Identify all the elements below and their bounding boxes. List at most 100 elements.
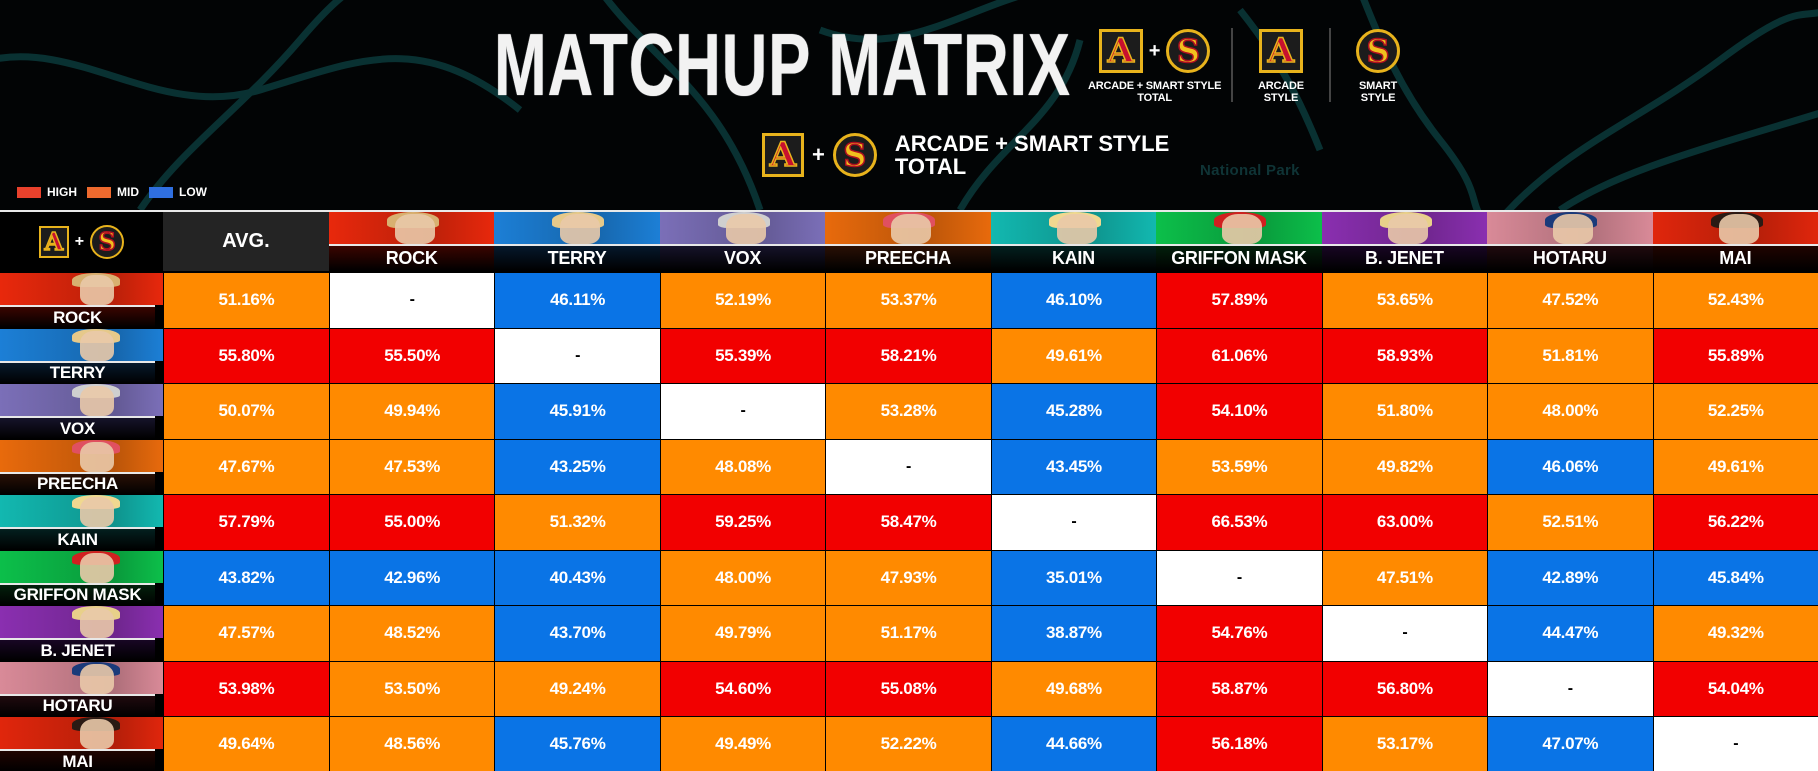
avg-column-header: AVG.: [162, 212, 329, 271]
matchup-cell: 51.80%: [1321, 384, 1488, 440]
matchup-cell: 48.00%: [1487, 384, 1653, 440]
smart-style-icon: S: [1166, 29, 1211, 73]
matchup-cell: 38.87%: [990, 606, 1157, 662]
avg-cell: 50.07%: [162, 384, 329, 440]
tier-legend-high: HIGH: [17, 185, 77, 199]
matchup-cell: 46.11%: [494, 273, 660, 329]
divider: [0, 693, 155, 696]
divider: [494, 244, 660, 246]
matchup-cell: -: [1652, 717, 1818, 771]
portrait-face-shape: [80, 497, 114, 527]
column-header-mai: MAI: [1652, 212, 1818, 271]
mid-swatch-icon: [87, 186, 111, 198]
matchup-cell: 56.80%: [1321, 661, 1488, 717]
matchup-cell: 55.08%: [825, 661, 991, 717]
matchup-cell: 49.79%: [659, 606, 826, 662]
divider: [0, 582, 155, 585]
divider: [1156, 244, 1322, 246]
column-header-label: MAI: [1652, 246, 1818, 271]
character-portrait: [990, 212, 1157, 244]
matchup-cell: 49.61%: [1652, 439, 1818, 495]
matchup-cell: 54.60%: [659, 661, 826, 717]
portrait-face-shape: [80, 441, 114, 472]
row-header-rock: ROCK: [0, 273, 163, 329]
style-option-total[interactable]: A + S ARCADE + SMART STYLE TOTAL: [1088, 28, 1221, 104]
matchup-cell: 48.52%: [328, 606, 495, 662]
tier-label: MID: [117, 185, 139, 199]
avg-cell: 57.79%: [162, 495, 329, 551]
matchup-cell: 43.25%: [494, 439, 660, 495]
column-header-preecha: PREECHA: [825, 212, 991, 271]
matchup-cell: 56.18%: [1156, 717, 1322, 771]
character-portrait: [0, 273, 163, 305]
avg-cell: 53.98%: [162, 661, 329, 717]
matchup-cell: 58.93%: [1321, 328, 1488, 384]
plus-icon: +: [74, 232, 85, 250]
style-option-smart[interactable]: S SMART STYLE: [1356, 28, 1400, 104]
row-header-label: TERRY: [0, 362, 155, 384]
table-row: PREECHA 47.67% 47.53% 43.25% 48.08% -43.45% 53…: [0, 439, 1818, 495]
matchup-cell: 66.53%: [1156, 495, 1322, 551]
matchup-cell: 55.89%: [1652, 328, 1818, 384]
matchup-cell: 63.00%: [1321, 495, 1488, 551]
matchup-cell: 56.22%: [1652, 495, 1818, 551]
matchup-cell: -: [990, 495, 1157, 551]
matchup-cell: 42.96%: [328, 550, 495, 606]
matchup-cell: 54.10%: [1156, 384, 1322, 440]
table-row: GRIFFON MASK 43.82% 42.96% 40.43% 48.00% 47.9…: [0, 550, 1818, 606]
portrait-face-shape: [1222, 214, 1263, 244]
character-portrait: [0, 717, 163, 749]
plus-icon: +: [1148, 39, 1161, 62]
style-option-label: SMART STYLE: [1358, 80, 1398, 104]
column-header-kain: KAIN: [990, 212, 1157, 271]
matchup-cell: 49.68%: [990, 661, 1157, 717]
row-header-mai: MAI: [0, 717, 163, 771]
matchup-cell: 45.84%: [1652, 550, 1818, 606]
table-row: B. JENET 47.57% 48.52% 43.70% 49.79% 51.17% 38…: [0, 606, 1818, 662]
matchup-cell: 55.50%: [328, 328, 495, 384]
style-option-arcade[interactable]: A ARCADE STYLE: [1258, 28, 1304, 104]
table-row: MAI 49.64% 48.56% 45.76% 49.49% 52.22% 44.66% 5…: [0, 717, 1818, 771]
portrait-face-shape: [1387, 214, 1428, 244]
matchup-matrix: A + S AVG. ROCK TERRY VOX PREECHA KAIN GRIFFO…: [0, 210, 1818, 771]
matchup-cell: 45.91%: [494, 384, 660, 440]
matchup-cell: 49.82%: [1321, 439, 1488, 495]
row-header-kain: KAIN: [0, 495, 163, 551]
high-swatch-icon: [17, 186, 41, 198]
column-header-label: TERRY: [494, 246, 660, 271]
matchup-cell: 44.66%: [990, 717, 1157, 771]
divider: [825, 244, 991, 246]
column-header-label: ROCK: [328, 246, 495, 271]
matchup-cell: 53.37%: [825, 273, 991, 329]
matchup-cell: 59.25%: [659, 495, 826, 551]
row-header-griffon-mask: GRIFFON MASK: [0, 550, 163, 606]
matchup-cell: 53.28%: [825, 384, 991, 440]
column-header-label: GRIFFON MASK: [1156, 246, 1322, 271]
character-portrait: [659, 212, 826, 244]
matchup-cell: 35.01%: [990, 550, 1157, 606]
matchup-cell: 49.24%: [494, 661, 660, 717]
table-row: ROCK 51.16% -46.11% 52.19% 53.37% 46.10% 57.89…: [0, 273, 1818, 329]
matchup-cell: 47.07%: [1487, 717, 1653, 771]
row-header-vox: VOX: [0, 384, 163, 440]
column-header-rock: ROCK: [328, 212, 495, 271]
matchup-cell: 58.47%: [825, 495, 991, 551]
matchup-cell: -: [1156, 550, 1322, 606]
portrait-face-shape: [1553, 214, 1594, 244]
table-row: HOTARU 53.98% 53.50% 49.24% 54.60% 55.08% 49.6…: [0, 661, 1818, 717]
row-header-label: PREECHA: [0, 473, 155, 495]
table-row: KAIN 57.79% 55.00% 51.32% 59.25% 58.47% -66.53…: [0, 495, 1818, 551]
row-header-label: VOX: [0, 418, 155, 439]
character-portrait: [494, 212, 660, 244]
column-header-label: HOTARU: [1487, 246, 1653, 271]
matchup-cell: 47.52%: [1487, 273, 1653, 329]
matchup-cell: -: [659, 384, 826, 440]
tier-label: LOW: [179, 185, 207, 199]
divider: [659, 244, 826, 246]
divider: [1321, 244, 1488, 246]
character-portrait: [0, 661, 163, 694]
character-portrait: [0, 550, 163, 583]
character-portrait: [1321, 212, 1488, 244]
table-row: TERRY 55.80% 55.50% -55.39% 58.21% 49.61% 61.0…: [0, 328, 1818, 384]
matchup-cell: 49.94%: [328, 384, 495, 440]
